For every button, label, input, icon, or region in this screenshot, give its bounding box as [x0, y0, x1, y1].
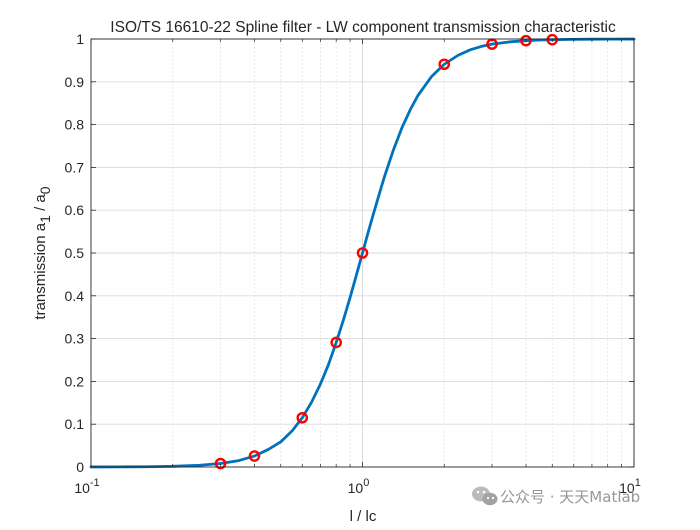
x-axis-label: l / lc [350, 508, 377, 525]
wechat-icon [472, 486, 498, 506]
data-marker [520, 34, 532, 47]
axes-frame [90, 38, 635, 468]
watermark: 公众号 · 天天Matlab [472, 486, 640, 506]
y-tick-label: 0.2 [65, 373, 85, 389]
y-axis-label-sub2: 0 [37, 186, 53, 194]
x-tick-label-base: 10 [74, 480, 90, 496]
data-marker [356, 247, 369, 259]
y-tick-label: 0.5 [65, 245, 85, 261]
x-tick-label-exponent: -1 [90, 477, 100, 489]
x-tick-label-base: 10 [348, 480, 364, 496]
series-layer [89, 33, 636, 470]
x-tick-label-exponent: 0 [363, 477, 369, 489]
y-tick-label: 0.6 [65, 202, 85, 218]
y-tick-label: 0.9 [65, 74, 85, 90]
x-tick-label-base: 10 [619, 480, 635, 496]
y-tick-label: 0.1 [65, 416, 85, 432]
y-tick-label: 0.8 [65, 117, 85, 133]
y-axis-label-sub1: 1 [37, 215, 53, 223]
data-marker [214, 457, 227, 470]
y-axis-label-mid: / a [32, 194, 49, 216]
data-marker [546, 33, 559, 46]
x-tick-label: 10-1 [74, 477, 99, 496]
y-axis-label-main: transmission a [32, 222, 49, 319]
data-marker [330, 336, 342, 349]
y-tick-label: 0.3 [65, 331, 85, 347]
data-marker [438, 58, 451, 71]
watermark-text: 公众号 · 天天Matlab [500, 488, 640, 506]
y-tick-label: 0.4 [65, 288, 85, 304]
y-axis-label: transmission a1 / a0 [32, 186, 53, 319]
x-tick-label: 101 [619, 477, 641, 496]
y-tick-label: 0.7 [65, 159, 85, 175]
data-marker [248, 450, 261, 462]
chart-title: ISO/TS 16610-22 Spline filter - LW compo… [110, 19, 616, 36]
y-tick-label: 0 [76, 459, 84, 475]
data-marker [296, 411, 309, 424]
y-tick-label: 1 [76, 31, 84, 47]
x-tick-label-exponent: 1 [635, 477, 641, 489]
svg-text:transmission a1 / a0: transmission a1 / a0 [32, 186, 53, 319]
x-tick-label: 100 [348, 477, 370, 496]
